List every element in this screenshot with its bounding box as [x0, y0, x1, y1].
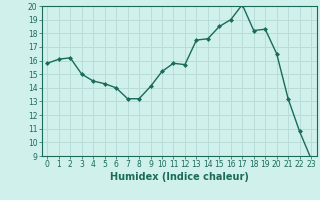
X-axis label: Humidex (Indice chaleur): Humidex (Indice chaleur)	[110, 172, 249, 182]
